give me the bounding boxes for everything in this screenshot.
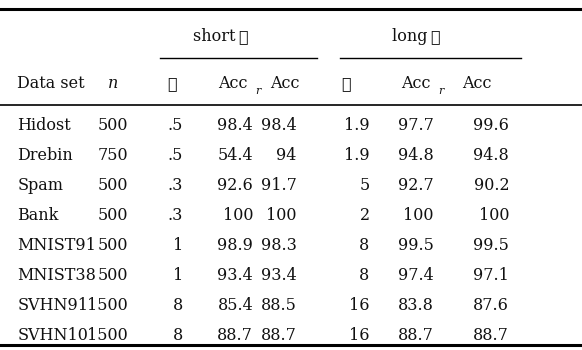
Text: 500: 500: [98, 177, 128, 195]
Text: 94.8: 94.8: [474, 147, 509, 164]
Text: .3: .3: [168, 177, 183, 195]
Text: SVHN10: SVHN10: [17, 328, 88, 344]
Text: 99.6: 99.6: [473, 118, 509, 134]
Text: 97.7: 97.7: [398, 118, 434, 134]
Text: Acc: Acc: [271, 76, 300, 92]
Text: 94.8: 94.8: [398, 147, 434, 164]
Text: Hidost: Hidost: [17, 118, 71, 134]
Text: long: long: [392, 28, 431, 45]
Text: 100: 100: [403, 208, 434, 224]
Text: .5: .5: [168, 118, 183, 134]
Text: 88.7: 88.7: [473, 328, 509, 344]
Text: 88.7: 88.7: [217, 328, 253, 344]
Text: 88.5: 88.5: [261, 298, 297, 315]
Text: 100: 100: [223, 208, 253, 224]
Text: MNIST91: MNIST91: [17, 238, 97, 254]
Text: 99.5: 99.5: [473, 238, 509, 254]
Text: 88.7: 88.7: [261, 328, 297, 344]
Text: short: short: [193, 28, 239, 45]
Text: 100: 100: [267, 208, 297, 224]
Text: 93.4: 93.4: [261, 267, 297, 285]
Text: 85.4: 85.4: [218, 298, 253, 315]
Text: ℓ: ℓ: [431, 28, 441, 45]
Text: 8: 8: [173, 328, 183, 344]
Text: 5: 5: [359, 177, 370, 195]
Text: 54.4: 54.4: [218, 147, 253, 164]
Text: 16: 16: [349, 298, 370, 315]
Text: 1: 1: [173, 267, 183, 285]
Text: r: r: [255, 86, 260, 96]
Text: MNIST38: MNIST38: [17, 267, 97, 285]
Text: 98.4: 98.4: [218, 118, 253, 134]
Text: 500: 500: [98, 208, 128, 224]
Text: 8: 8: [359, 238, 370, 254]
Text: 92.7: 92.7: [398, 177, 434, 195]
Text: 97.1: 97.1: [473, 267, 509, 285]
Text: 750: 750: [97, 147, 128, 164]
Text: ℓ: ℓ: [342, 76, 351, 92]
Text: 91.7: 91.7: [261, 177, 297, 195]
Text: .3: .3: [168, 208, 183, 224]
Text: 8: 8: [173, 298, 183, 315]
Text: 1.9: 1.9: [344, 147, 370, 164]
Text: Acc: Acc: [218, 76, 248, 92]
Text: 90.2: 90.2: [474, 177, 509, 195]
Text: 93.4: 93.4: [218, 267, 253, 285]
Text: 8: 8: [359, 267, 370, 285]
Text: Drebin: Drebin: [17, 147, 73, 164]
Text: 98.3: 98.3: [261, 238, 297, 254]
Text: 1500: 1500: [87, 298, 128, 315]
Text: Bank: Bank: [17, 208, 59, 224]
Text: 2: 2: [360, 208, 370, 224]
Text: 92.6: 92.6: [218, 177, 253, 195]
Text: 98.4: 98.4: [261, 118, 297, 134]
Text: Acc: Acc: [402, 76, 431, 92]
Text: ℓ: ℓ: [239, 28, 249, 45]
Text: 83.8: 83.8: [398, 298, 434, 315]
Text: 87.6: 87.6: [473, 298, 509, 315]
Text: 97.4: 97.4: [398, 267, 434, 285]
Text: 500: 500: [98, 238, 128, 254]
Text: 1.9: 1.9: [344, 118, 370, 134]
Text: 94: 94: [276, 147, 297, 164]
Text: 1: 1: [173, 238, 183, 254]
Text: n: n: [108, 76, 119, 92]
Text: 500: 500: [98, 118, 128, 134]
Text: 88.7: 88.7: [398, 328, 434, 344]
Text: 16: 16: [349, 328, 370, 344]
Text: 98.9: 98.9: [217, 238, 253, 254]
Text: ℓ: ℓ: [167, 76, 176, 92]
Text: 1500: 1500: [87, 328, 128, 344]
Text: SVHN91: SVHN91: [17, 298, 88, 315]
Text: r: r: [438, 86, 443, 96]
Text: Acc: Acc: [463, 76, 492, 92]
Text: 500: 500: [98, 267, 128, 285]
Text: Spam: Spam: [17, 177, 63, 195]
Text: .5: .5: [168, 147, 183, 164]
Text: 99.5: 99.5: [398, 238, 434, 254]
Text: Data set: Data set: [17, 76, 85, 92]
Text: 100: 100: [479, 208, 509, 224]
